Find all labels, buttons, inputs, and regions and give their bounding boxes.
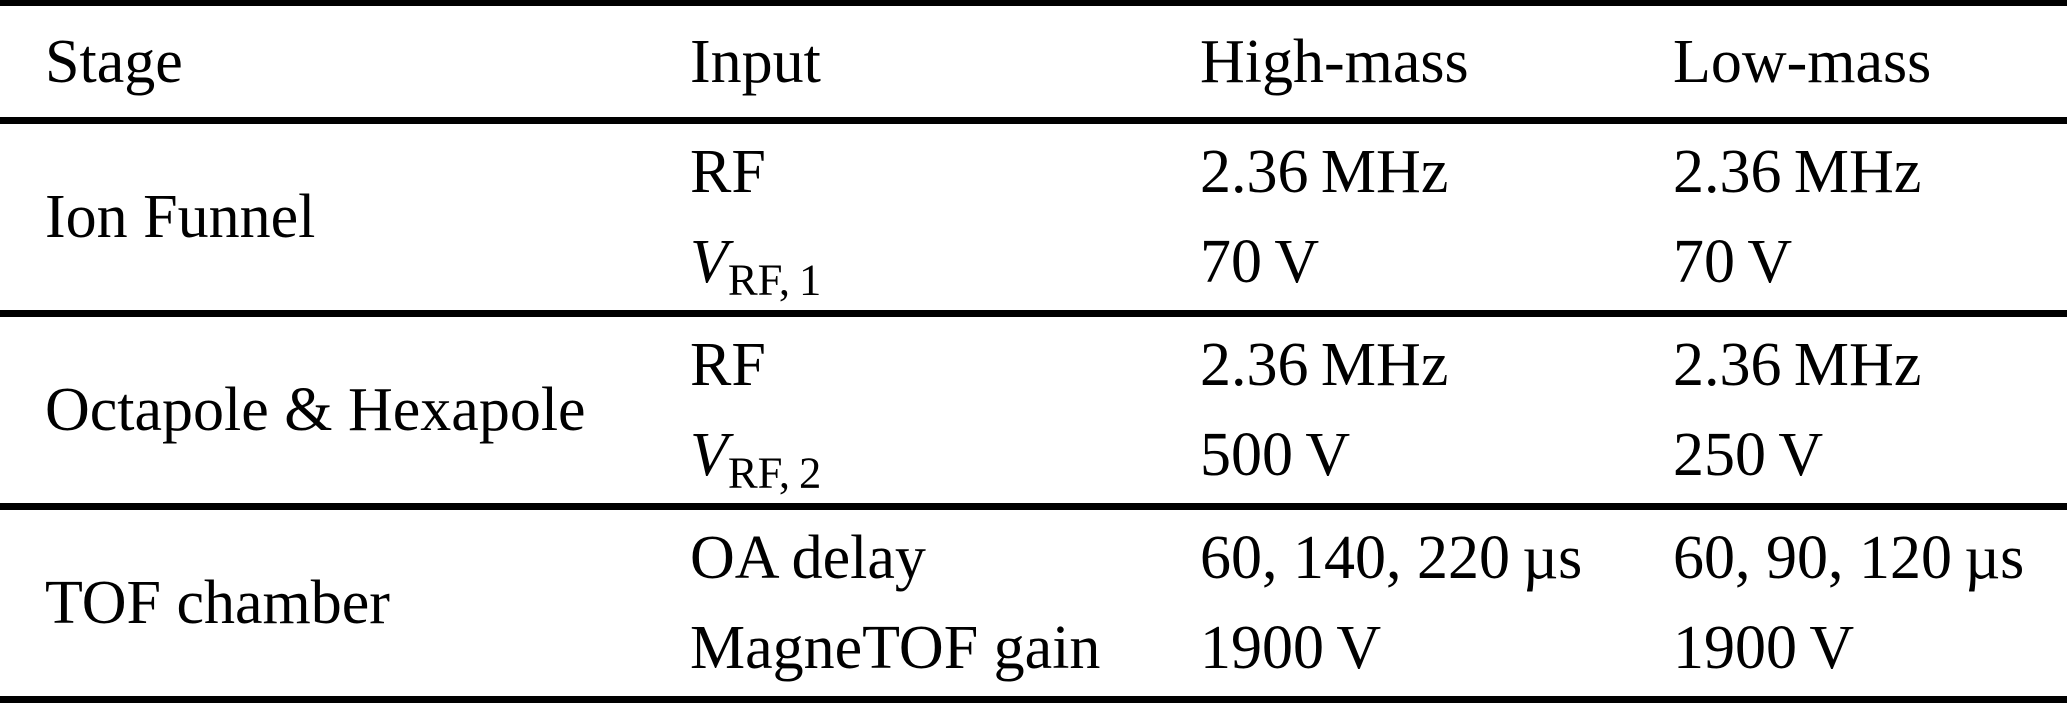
header-low-mass: Low-mass [1673, 27, 1932, 96]
value-line: 2.36 MHz [1673, 138, 1922, 206]
header-input: Input [690, 27, 821, 96]
math-variable: V [690, 228, 728, 296]
input-line: MagneTOF gain [690, 614, 1101, 682]
low-mass-cell: 2.36 MHz 250 V [1673, 317, 2067, 503]
high-mass-cell: 2.36 MHz 500 V [1200, 317, 1673, 503]
value-line: 70 V [1200, 228, 1320, 296]
math-variable: V [690, 421, 728, 489]
value-line: 60, 90, 120 µs [1673, 524, 2025, 592]
table-row-octapole-hexapole: Octapole & Hexapole RF VRF, 2 2.36 MHz 5… [0, 310, 2067, 503]
stage-name: Octapole & Hexapole [45, 376, 586, 444]
value-line: 2.36 MHz [1673, 331, 1922, 399]
high-mass-cell: 60, 140, 220 µs 1900 V [1200, 510, 1673, 696]
value-line: 250 V [1673, 421, 1824, 489]
value-line: 70 V [1673, 228, 1793, 296]
input-line: OA delay [690, 524, 926, 592]
stage-name: TOF chamber [45, 569, 390, 637]
input-cell: OA delay MagneTOF gain [690, 510, 1200, 696]
instrument-settings-table: Stage Input High-mass Low-mass Ion Funne… [0, 0, 2067, 703]
math-subscript: RF, 1 [727, 254, 822, 305]
value-line: 1900 V [1673, 614, 1855, 682]
math-subscript: RF, 2 [727, 447, 822, 498]
input-cell: RF VRF, 2 [690, 317, 1200, 503]
input-line-math: VRF, 1 [690, 217, 1200, 307]
input-line: RF [690, 331, 766, 399]
table-row-tof-chamber: TOF chamber OA delay MagneTOF gain 60, 1… [0, 503, 2067, 696]
value-line: 500 V [1200, 421, 1351, 489]
value-line: 2.36 MHz [1200, 331, 1449, 399]
input-cell: RF VRF, 1 [690, 124, 1200, 310]
value-line: 1900 V [1200, 614, 1382, 682]
low-mass-cell: 2.36 MHz 70 V [1673, 124, 2067, 310]
input-line-math: VRF, 2 [690, 410, 1200, 500]
header-stage: Stage [45, 27, 183, 96]
stage-name: Ion Funnel [45, 183, 316, 251]
table-header-row: Stage Input High-mass Low-mass [0, 6, 2067, 117]
input-line: RF [690, 138, 766, 206]
high-mass-cell: 2.36 MHz 70 V [1200, 124, 1673, 310]
table-row-ion-funnel: Ion Funnel RF VRF, 1 2.36 MHz 70 V 2.36 … [0, 117, 2067, 310]
value-line: 2.36 MHz [1200, 138, 1449, 206]
value-line: 60, 140, 220 µs [1200, 524, 1583, 592]
header-high-mass: High-mass [1200, 27, 1469, 96]
low-mass-cell: 60, 90, 120 µs 1900 V [1673, 510, 2067, 696]
